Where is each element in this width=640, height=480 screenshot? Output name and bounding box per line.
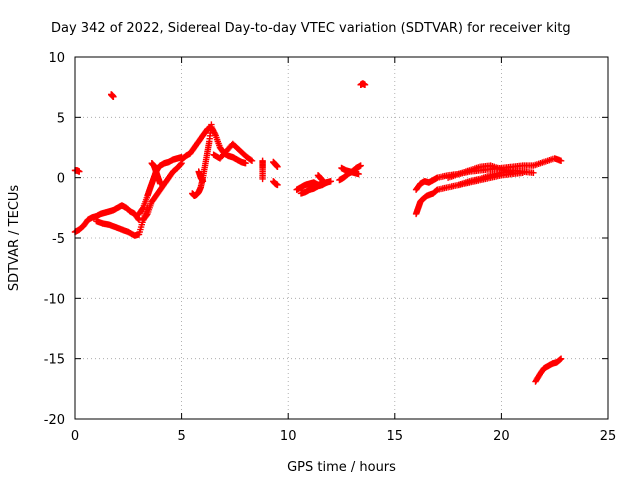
data-point-s14	[274, 181, 281, 189]
grid-layer	[75, 57, 608, 419]
data-point-s4	[110, 93, 117, 100]
data-point-s15	[327, 178, 334, 185]
y-tick-label: -5	[52, 232, 65, 247]
points-layer	[71, 80, 565, 385]
y-tick-label: 10	[48, 51, 65, 66]
x-tick-label: 5	[177, 429, 185, 444]
data-point-s9	[208, 121, 215, 128]
y-tick-label: -15	[44, 353, 65, 368]
data-point-s25	[557, 355, 565, 362]
x-tick-label: 10	[280, 429, 297, 444]
data-point-s10	[199, 178, 207, 185]
data-point-s21	[557, 157, 565, 164]
data-point-s1	[76, 168, 83, 175]
y-axis-label: SDTVAR / TECUs	[7, 185, 22, 292]
plot-frame	[74, 56, 609, 420]
data-point-s2	[135, 215, 142, 223]
x-axis-label: GPS time / hours	[287, 460, 396, 475]
data-point-s24	[530, 169, 537, 176]
y-tick-label: 5	[57, 111, 65, 126]
x-tick-label: 15	[387, 429, 404, 444]
data-point-s17	[319, 176, 326, 184]
data-point-s16	[323, 179, 330, 186]
chart-title: Day 342 of 2022, Sidereal Day-to-day VTE…	[51, 21, 571, 36]
data-point-s12	[259, 175, 266, 183]
data-point-s13	[274, 163, 281, 170]
y-tick-label: 0	[57, 172, 65, 187]
y-tick-label: -20	[44, 413, 65, 428]
y-tick-label: -10	[44, 292, 65, 307]
x-tick-label: 25	[600, 429, 617, 444]
x-tick-label: 0	[71, 429, 79, 444]
data-point-s7	[157, 180, 164, 187]
data-point-s20	[361, 81, 369, 88]
x-tick-label: 20	[493, 429, 510, 444]
data-point-s8	[242, 160, 249, 167]
data-point-s18	[357, 162, 364, 169]
data-point-s11	[248, 157, 256, 164]
data-point-s19	[355, 170, 362, 178]
data-point-s6	[177, 160, 185, 168]
data-point-s11	[247, 156, 255, 164]
